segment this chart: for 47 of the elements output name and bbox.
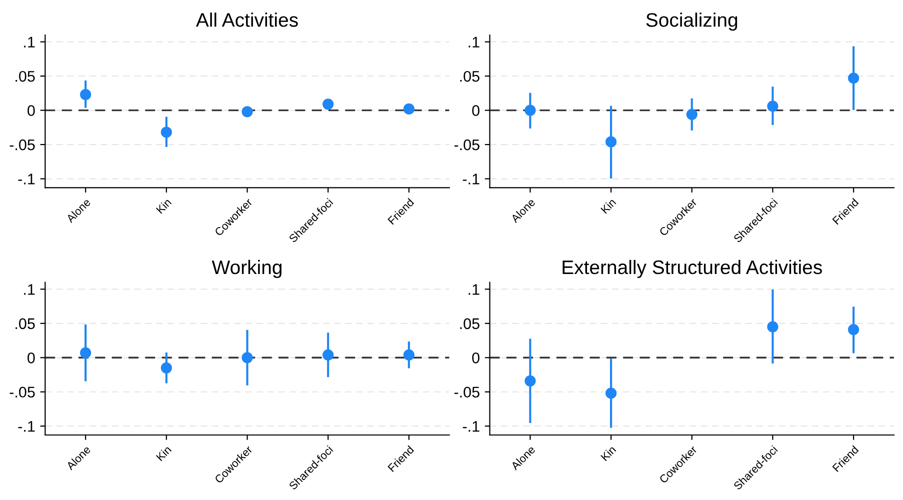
chart-title: Externally Structured Activities	[562, 260, 822, 278]
y-tick-label: -.05	[454, 139, 480, 150]
x-tick-label: Kin	[156, 198, 172, 214]
chart-title: All Activities	[196, 12, 298, 27]
point	[160, 362, 172, 374]
y-tick-label: .1	[24, 284, 35, 295]
point	[524, 104, 536, 116]
y-tick-label: -.05	[10, 386, 35, 398]
point	[322, 98, 334, 110]
point	[403, 349, 414, 360]
x-tick-label: Kin	[600, 198, 616, 214]
point	[403, 103, 414, 114]
y-tick-label: .1	[468, 284, 480, 295]
y-tick-label: -.05	[454, 386, 480, 398]
chart-title: Socializing	[646, 12, 738, 31]
y-tick-label: -.1	[462, 174, 480, 184]
point	[767, 100, 778, 112]
point	[686, 108, 698, 120]
y-tick-label: .05	[460, 318, 480, 330]
y-tick-label: 0	[472, 352, 480, 364]
point	[160, 126, 172, 138]
y-tick-label: 0	[28, 105, 35, 116]
point	[848, 72, 860, 84]
y-tick-label: -.1	[462, 421, 480, 432]
point	[605, 388, 617, 399]
y-tick-label: .1	[24, 36, 35, 48]
y-tick-label: .05	[16, 318, 35, 330]
point	[80, 347, 92, 358]
x-tick-label: Kin	[600, 445, 616, 462]
y-tick-label: .05	[460, 70, 480, 82]
point	[848, 324, 860, 336]
y-tick-label: -.1	[18, 421, 35, 432]
y-tick-label: .05	[16, 70, 35, 82]
point	[605, 136, 617, 148]
chart-title: Working	[212, 260, 282, 278]
y-tick-label: .1	[468, 36, 480, 48]
y-tick-label: -.05	[10, 139, 35, 150]
point	[524, 375, 536, 386]
point	[767, 321, 778, 332]
y-tick-label: -.1	[18, 174, 35, 184]
y-tick-label: 0	[28, 352, 35, 364]
point	[322, 349, 334, 360]
point	[80, 89, 92, 100]
point	[242, 352, 253, 364]
point	[242, 106, 253, 118]
y-tick-label: 0	[472, 105, 480, 116]
x-tick-label: Kin	[156, 445, 172, 462]
